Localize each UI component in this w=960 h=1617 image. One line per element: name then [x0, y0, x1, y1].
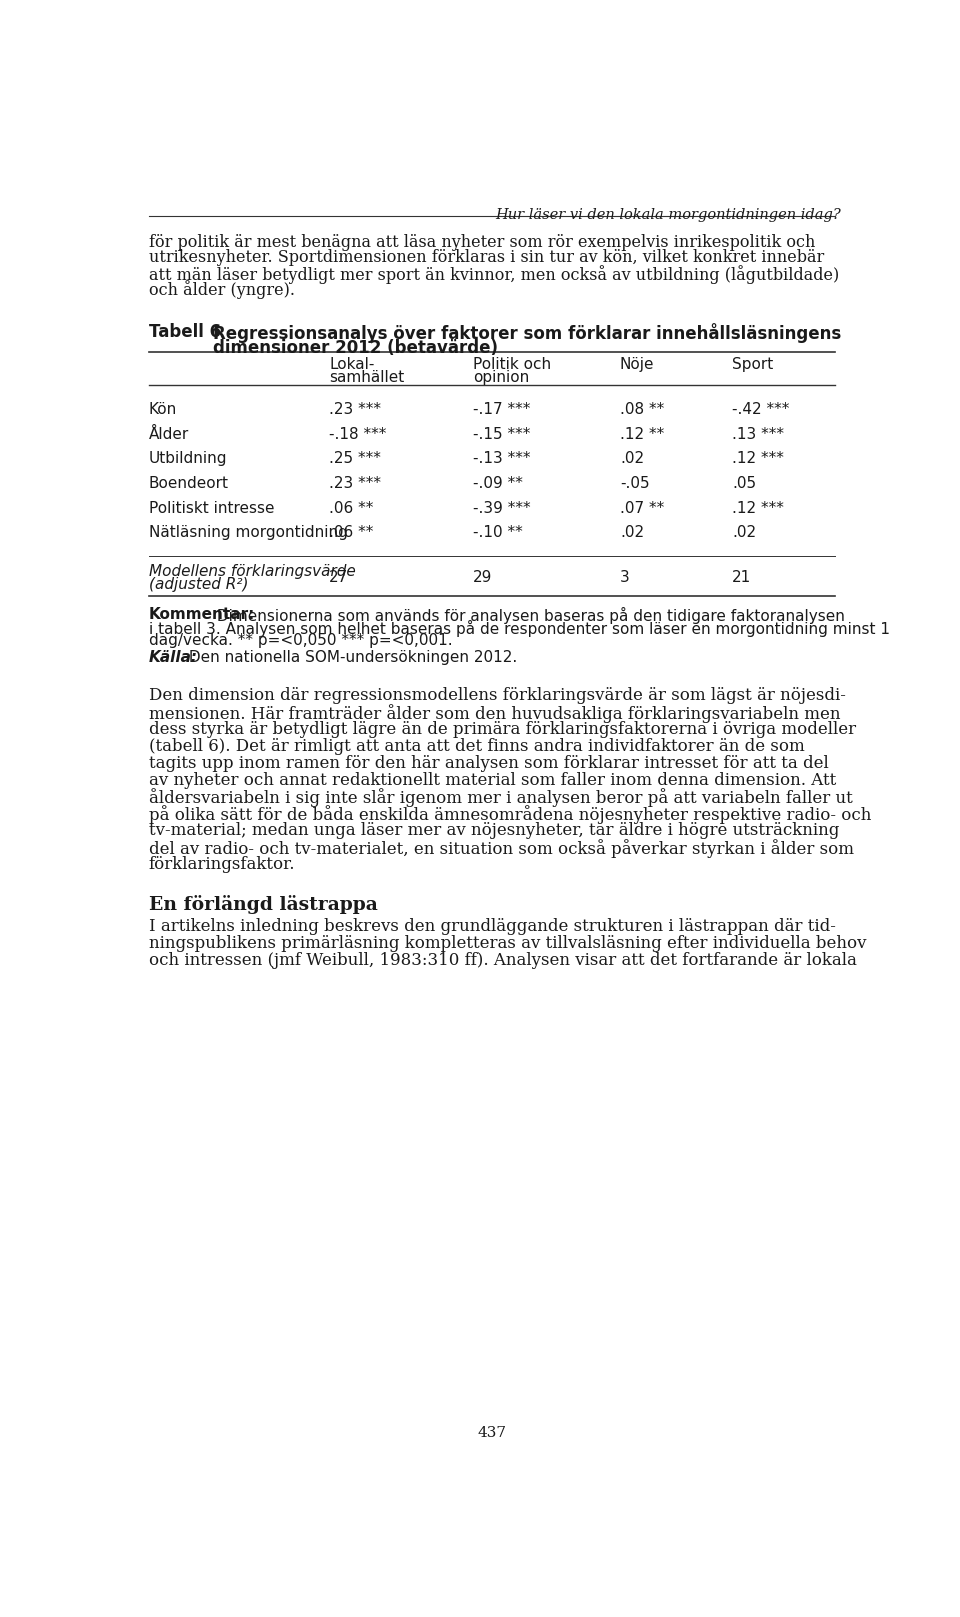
Text: mensionen. Här framträder ålder som den huvudsakliga förklaringsvariabeln men: mensionen. Här framträder ålder som den … — [149, 703, 840, 723]
Text: Utbildning: Utbildning — [149, 451, 228, 466]
Text: Boendeort: Boendeort — [149, 475, 228, 492]
Text: -.05: -.05 — [620, 475, 650, 492]
Text: .02: .02 — [620, 526, 644, 540]
Text: Den nationella SOM-undersökningen 2012.: Den nationella SOM-undersökningen 2012. — [184, 650, 517, 665]
Text: .02: .02 — [732, 526, 756, 540]
Text: -.09 **: -.09 ** — [472, 475, 522, 492]
Text: .23 ***: .23 *** — [329, 403, 381, 417]
Text: .05: .05 — [732, 475, 756, 492]
Text: dimensioner 2012 (betavärde): dimensioner 2012 (betavärde) — [213, 340, 498, 357]
Text: Dimensionerna som används för analysen baseras på den tidigare faktoranalysen: Dimensionerna som används för analysen b… — [212, 606, 845, 624]
Text: .25 ***: .25 *** — [329, 451, 381, 466]
Text: (tabell 6). Det är rimligt att anta att det finns andra individfaktorer än de so: (tabell 6). Det är rimligt att anta att … — [149, 737, 804, 755]
Text: tv-material; medan unga läser mer av nöjesnyheter, tar äldre i högre utsträcknin: tv-material; medan unga läser mer av nöj… — [149, 823, 839, 839]
Text: I artikelns inledning beskrevs den grundläggande strukturen i lästrappan där tid: I artikelns inledning beskrevs den grund… — [149, 918, 835, 935]
Text: dess styrka är betydligt lägre än de primära förklaringsfaktorerna i övriga mode: dess styrka är betydligt lägre än de pri… — [149, 721, 855, 737]
Text: Hur läser vi den lokala morgontidningen idag?: Hur läser vi den lokala morgontidningen … — [495, 209, 841, 222]
Text: -.10 **: -.10 ** — [472, 526, 522, 540]
Text: opinion: opinion — [472, 370, 529, 385]
Text: att män läser betydligt mer sport än kvinnor, men också av utbildning (lågutbild: att män läser betydligt mer sport än kvi… — [149, 265, 839, 285]
Text: Den dimension där regressionsmodellens förklaringsvärde är som lägst är nöjesdi-: Den dimension där regressionsmodellens f… — [149, 687, 846, 703]
Text: av nyheter och annat redaktionellt material som faller inom denna dimension. Att: av nyheter och annat redaktionellt mater… — [149, 771, 836, 789]
Text: .12 ***: .12 *** — [732, 451, 784, 466]
Text: -.18 ***: -.18 *** — [329, 427, 387, 441]
Text: .12 **: .12 ** — [620, 427, 664, 441]
Text: Regressionsanalys över faktorer som förklarar innehållsläsningens: Regressionsanalys över faktorer som förk… — [213, 323, 841, 343]
Text: .08 **: .08 ** — [620, 403, 664, 417]
Text: .02: .02 — [620, 451, 644, 466]
Text: 21: 21 — [732, 569, 752, 585]
Text: Nöje: Nöje — [620, 357, 655, 372]
Text: Kön: Kön — [149, 403, 177, 417]
Text: 437: 437 — [477, 1426, 507, 1441]
Text: samhället: samhället — [329, 370, 404, 385]
Text: Lokal-: Lokal- — [329, 357, 374, 372]
Text: .23 ***: .23 *** — [329, 475, 381, 492]
Text: Tabell 6: Tabell 6 — [149, 323, 221, 341]
Text: Politik och: Politik och — [472, 357, 551, 372]
Text: -.39 ***: -.39 *** — [472, 501, 530, 516]
Text: 3: 3 — [620, 569, 630, 585]
Text: 29: 29 — [472, 569, 492, 585]
Text: Nätläsning morgontidning: Nätläsning morgontidning — [149, 526, 348, 540]
Text: åldersvariabeln i sig inte slår igenom mer i analysen beror på att variabeln fal: åldersvariabeln i sig inte slår igenom m… — [149, 789, 852, 807]
Text: Sport: Sport — [732, 357, 774, 372]
Text: En förlängd lästrappa: En förlängd lästrappa — [149, 894, 377, 914]
Text: .13 ***: .13 *** — [732, 427, 784, 441]
Text: Kommentar:: Kommentar: — [149, 606, 255, 623]
Text: och intressen (jmf Weibull, 1983:310 ff). Analysen visar att det fortfarande är : och intressen (jmf Weibull, 1983:310 ff)… — [149, 952, 856, 969]
Text: för politik är mest benägna att läsa nyheter som rör exempelvis inrikespolitik o: för politik är mest benägna att läsa nyh… — [149, 234, 815, 251]
Text: 27: 27 — [329, 569, 348, 585]
Text: (adjusted R²): (adjusted R²) — [149, 577, 249, 592]
Text: Ålder: Ålder — [149, 427, 189, 441]
Text: utrikesnyheter. Sportdimensionen förklaras i sin tur av kön, vilket konkret inne: utrikesnyheter. Sportdimensionen förklar… — [149, 249, 824, 267]
Text: på olika sätt för de båda enskilda ämnesområdena nöjesnyheter respektive radio- : på olika sätt för de båda enskilda ämnes… — [149, 805, 871, 825]
Text: -.17 ***: -.17 *** — [472, 403, 530, 417]
Text: och ålder (yngre).: och ålder (yngre). — [149, 280, 295, 299]
Text: ningspublikens primärläsning kompletteras av tillvalsläsning efter individuella : ningspublikens primärläsning komplettera… — [149, 935, 866, 952]
Text: Politiskt intresse: Politiskt intresse — [149, 501, 275, 516]
Text: tagits upp inom ramen för den här analysen som förklarar intresset för att ta de: tagits upp inom ramen för den här analys… — [149, 755, 828, 771]
Text: .06 **: .06 ** — [329, 526, 373, 540]
Text: Källa:: Källa: — [149, 650, 198, 665]
Text: del av radio- och tv-materialet, en situation som också påverkar styrkan i ålder: del av radio- och tv-materialet, en situ… — [149, 839, 853, 859]
Text: .12 ***: .12 *** — [732, 501, 784, 516]
Text: .06 **: .06 ** — [329, 501, 373, 516]
Text: .07 **: .07 ** — [620, 501, 664, 516]
Text: i tabell 3. Analysen som helhet baseras på de respondenter som läser en morgonti: i tabell 3. Analysen som helhet baseras … — [149, 619, 890, 637]
Text: -.42 ***: -.42 *** — [732, 403, 790, 417]
Text: förklaringsfaktor.: förklaringsfaktor. — [149, 857, 295, 873]
Text: dag/vecka. ** p=<0,050 *** p=<0,001.: dag/vecka. ** p=<0,050 *** p=<0,001. — [149, 632, 452, 648]
Text: -.15 ***: -.15 *** — [472, 427, 530, 441]
Text: Modellens förklaringsvärde: Modellens förklaringsvärde — [149, 564, 355, 579]
Text: -.13 ***: -.13 *** — [472, 451, 530, 466]
